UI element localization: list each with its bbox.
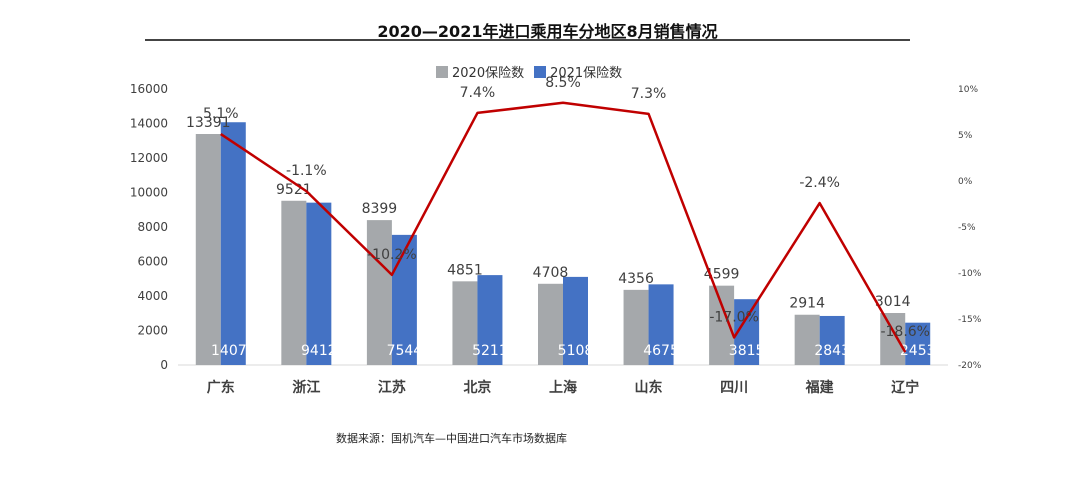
growth-label: -17.0% [709,309,759,325]
data-label-2020: 13391 [186,115,231,131]
bar-2020 [623,289,649,365]
data-label-2021: 2453 [900,343,936,359]
y-right-tick-label: -5% [958,223,976,233]
category-label: 四川 [720,380,748,396]
bar-2021 [819,315,845,365]
data-label-2021: 9412 [301,343,337,359]
y-left-tick-label: 2000 [137,324,168,338]
bar-2020 [366,220,392,365]
y-right-tick-label: -20% [958,361,982,371]
y-left-tick-label: 8000 [137,220,168,234]
y-left-tick-label: 14000 [130,117,168,131]
legend-swatch-2021 [534,65,547,78]
category-label: 江苏 [378,379,406,396]
category-label: 辽宁 [891,379,919,396]
bar-2020 [538,283,563,365]
data-label-2020: 3014 [875,294,911,310]
bar-2020 [452,281,478,365]
bar-2021 [905,322,931,365]
y-left-tick-label: 16000 [130,82,168,96]
legend-label-2020: 2020保险数 [452,66,525,81]
data-label-2020: 4708 [533,265,569,281]
y-left-tick-label: 6000 [137,255,168,269]
y-right-tick-label: 10% [958,85,978,95]
growth-label: -2.4% [799,175,840,191]
bar-2020 [880,313,906,365]
data-label-2021: 3815 [729,343,765,359]
growth-label: -10.2% [367,247,417,263]
category-label: 广东 [207,379,235,396]
y-left-tick-label: 4000 [137,289,168,303]
legend-item-2021: 2021保险数 [534,62,622,81]
y-right-tick-label: 0% [958,177,973,187]
legend-item-2020: 2020保险数 [436,62,524,81]
category-label: 北京 [463,379,491,396]
category-label: 山东 [635,379,663,396]
category-label: 福建 [805,379,834,396]
bar-2021 [648,284,674,365]
title-underline [145,39,910,41]
growth-label: 7.4% [460,85,496,101]
data-label-2020: 4851 [447,262,483,278]
growth-line [220,101,907,353]
data-label-2021: 5211 [472,343,508,359]
bar-2020 [794,314,820,365]
growth-label: 7.3% [631,86,667,102]
data-label-2021: 7544 [387,343,423,359]
y-left-tick-label: 10000 [130,186,168,200]
data-label-2020: 9521 [276,182,312,198]
bar-2021 [306,202,332,365]
bar-2020 [281,200,307,365]
legend: 2020保险数 2021保险数 [436,62,622,81]
y-right-tick-label: -15% [958,315,982,325]
source-note: 数据来源：国机汽车—中国进口汽车市场数据库 [336,432,567,445]
y-left-tick-label: 12000 [130,151,168,165]
bar-2021 [477,275,503,365]
data-label-2020: 8399 [362,201,398,217]
data-label-2020: 2914 [789,296,825,312]
bar-2020 [195,134,221,365]
bar-2021 [563,276,588,365]
bar-2021 [220,122,246,365]
y-right-tick-label: -10% [958,269,982,279]
bar-2021 [391,234,417,365]
growth-label: -1.1% [286,163,327,179]
data-label-2021: 2843 [814,343,850,359]
growth-label: 5.1% [203,106,239,122]
data-label-2021: 5108 [558,343,594,359]
growth-label: 8.5% [545,75,581,91]
data-label-2021: 4675 [643,343,679,359]
category-label: 上海 [549,379,577,396]
data-label-2020: 4356 [618,271,654,287]
y-left-tick-label: 0 [160,358,168,372]
chart-title: 2020—2021年进口乘用车分地区8月销售情况 [377,22,718,41]
legend-swatch-2020 [436,65,448,78]
y-right-tick-label: 5% [958,131,973,141]
data-label-2021: 14073 [211,343,256,359]
legend-label-2021: 2021保险数 [550,66,623,81]
category-label: 浙江 [292,379,320,396]
growth-label: -18.6% [880,324,930,340]
